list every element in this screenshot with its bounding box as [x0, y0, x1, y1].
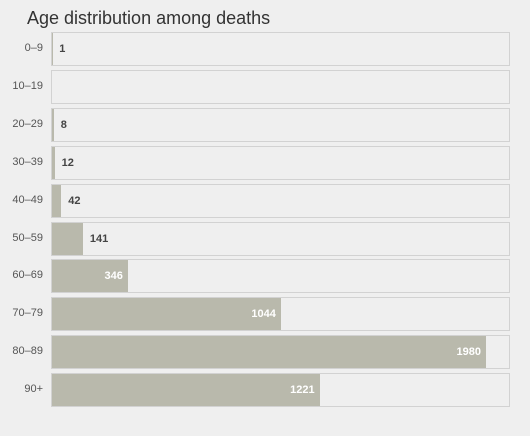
value-label: 141 — [89, 232, 109, 245]
category-label: 30–39 — [12, 155, 43, 168]
chart-title: Age distribution among deaths — [27, 8, 271, 28]
bar-track: 8 — [51, 107, 510, 142]
value-label: 12 — [61, 156, 74, 169]
value-label: 1044 — [251, 308, 276, 321]
bar-row: 80–89 1980 — [0, 335, 530, 370]
value-label: 1980 — [456, 346, 481, 359]
bar — [52, 146, 55, 179]
category-label: 50–59 — [12, 231, 43, 244]
bar-row: 30–39 12 — [0, 145, 530, 180]
bar — [52, 222, 83, 255]
value-label: 346 — [104, 270, 123, 283]
bar-track: 346 — [51, 259, 510, 294]
bar-track: 1221 — [51, 373, 510, 408]
category-label: 60–69 — [12, 269, 43, 282]
bar-row: 50–59 141 — [0, 221, 530, 256]
value-label: 42 — [68, 194, 81, 207]
bar-row: 0–9 1 — [0, 32, 530, 66]
bar-track: 1044 — [51, 297, 510, 332]
category-label: 70–79 — [12, 307, 43, 320]
category-label: 0–9 — [24, 42, 43, 54]
bar — [52, 184, 62, 217]
bar-row: 70–79 1044 — [0, 297, 530, 332]
bar — [52, 374, 320, 407]
value-label: 8 — [60, 118, 67, 131]
bar-track: 42 — [51, 183, 510, 218]
category-label: 20–29 — [12, 117, 43, 130]
bar-track: 1 — [51, 32, 510, 66]
bar — [52, 108, 54, 141]
bar — [52, 336, 486, 369]
bar — [52, 260, 128, 293]
bar-row: 90+ 1221 — [0, 373, 530, 408]
value-label: 1221 — [290, 384, 315, 397]
bar-track: 141 — [51, 221, 510, 256]
value-label: 1 — [59, 43, 66, 55]
bar-track: 12 — [51, 145, 510, 180]
category-label: 80–89 — [12, 345, 43, 358]
bar-track — [51, 69, 510, 104]
category-label: 90+ — [24, 383, 43, 396]
bar-row: 40–49 42 — [0, 183, 530, 218]
bar-row: 10–19 — [0, 69, 530, 104]
bar — [52, 298, 281, 331]
bar-row: 60–69 346 — [0, 259, 530, 294]
bar-row: 20–29 8 — [0, 107, 530, 142]
category-label: 40–49 — [12, 193, 43, 206]
category-label: 10–19 — [12, 79, 43, 92]
bar-track: 1980 — [51, 335, 510, 370]
